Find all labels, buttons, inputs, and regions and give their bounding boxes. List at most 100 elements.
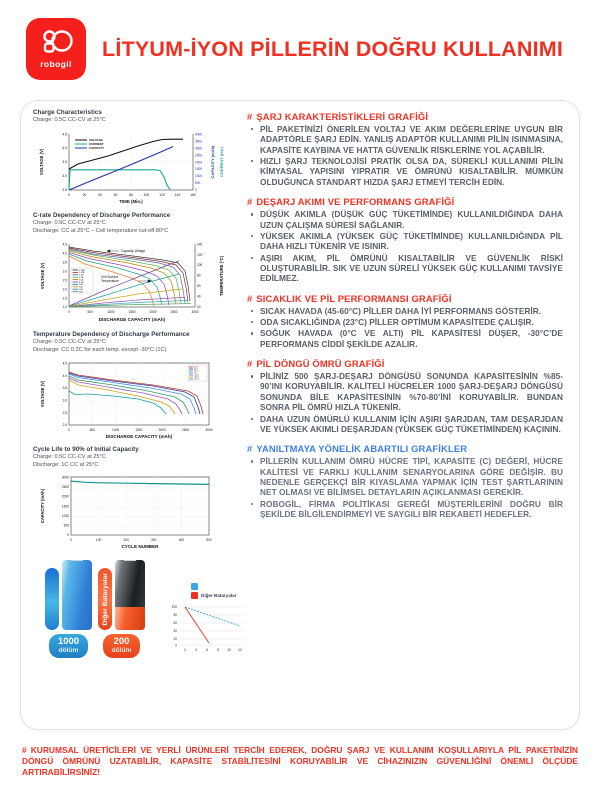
list-item: ROBOGİL, FİRMA POLİTİKASI GEREĞİ MÜŞTERİ…	[249, 499, 563, 520]
svg-text:1500: 1500	[135, 428, 142, 432]
list-item: AŞIRI AKIM, PİL ÖMRÜNÜ KISALTABİLİR VE G…	[249, 253, 563, 284]
svg-text:3.0: 3.0	[62, 174, 67, 178]
svg-text:8.7A: 8.7A	[79, 281, 84, 284]
svg-text:VOLTAGE: VOLTAGE	[89, 138, 103, 142]
svg-text:10: 10	[227, 648, 231, 652]
list-item: HIZLI ŞARJ TEKNOLOJİSİ PRATİK OLSA DA, S…	[249, 156, 563, 187]
svg-text:2: 2	[184, 648, 186, 652]
svg-text:140: 140	[175, 193, 181, 197]
section-heading-text: YANILTMAYA YÖNELİK ABARTILI GRAFİKLER	[256, 443, 468, 455]
svg-text:500: 500	[206, 538, 212, 542]
section-bullet-list: PİLLERİN KULLANIM ÖMRÜ HÜCRE TİPİ, KAPAS…	[249, 456, 563, 519]
section-hash: #	[247, 111, 253, 122]
cycle-count-value: 200	[113, 636, 130, 648]
svg-text:60: 60	[197, 284, 201, 288]
battery-robogil: 1000 dölüm	[45, 560, 92, 658]
svg-text:TEMPERATURE (°C): TEMPERATURE (°C)	[219, 255, 224, 296]
charts-column: Charge Characteristics Charge: 0.5C CC-C…	[21, 101, 245, 729]
svg-text:CAPACITY: CAPACITY	[89, 146, 104, 150]
section-heading: # DEŞARJ AKIMI VE PERFORMANS GRAFİĞİ	[247, 196, 563, 207]
svg-text:1.5: 1.5	[63, 296, 68, 300]
svg-text:12: 12	[238, 648, 242, 652]
svg-text:VOLTAGE (V): VOLTAGE (V)	[40, 262, 45, 289]
svg-text:3.5A: 3.5A	[79, 276, 84, 279]
battery-blue-cell-icon	[62, 560, 92, 631]
robogil-logo: robogil	[26, 18, 86, 80]
svg-text:0: 0	[195, 188, 197, 192]
chart-subtitle: Charge: 0.5C CC-CV at 25°C	[33, 454, 106, 461]
svg-text:1000: 1000	[112, 428, 119, 432]
list-item: SICAK HAVADA (45-60°C) PİLLER DAHA İYİ P…	[249, 306, 563, 316]
chart-plot-area: 3000 2500 2000 1500 1000 500 0 0 100 200 300 40…	[33, 472, 233, 550]
svg-text:2.0: 2.0	[63, 423, 68, 427]
svg-text:5.0A: 5.0A	[79, 278, 84, 281]
svg-text:4.5: 4.5	[62, 133, 67, 137]
legend-swatch-red-icon	[191, 591, 198, 599]
battery-dark-cell-icon	[115, 560, 145, 631]
chart-cycle-life: Cycle Life to 90% of Initial Capacity Ch…	[33, 446, 233, 551]
cycle-count-unit: dölüm	[58, 646, 79, 654]
svg-text:160: 160	[190, 193, 196, 197]
svg-text:DISCHARGE CAPACITY (mAh): DISCHARGE CAPACITY (mAh)	[99, 317, 166, 322]
chart-subtitle-2: Discharge: CC at 25°C – Cell temperature…	[33, 228, 169, 235]
svg-text:CURRENT: CURRENT	[89, 142, 104, 146]
battery-others-tag: 200 dölüm	[102, 634, 141, 658]
svg-text:0: 0	[70, 538, 72, 542]
battery-comparison-graphic: 1000 dölüm Diğer Bataryalar 200	[33, 556, 245, 658]
svg-text:0.28A: 0.28A	[79, 269, 85, 272]
svg-text:120: 120	[197, 253, 203, 257]
svg-text:2.5: 2.5	[63, 411, 68, 415]
legend-swatch-blue-icon	[191, 582, 198, 590]
svg-text:60: 60	[173, 621, 177, 625]
svg-text:3000: 3000	[205, 428, 212, 432]
svg-text:80: 80	[197, 273, 201, 277]
svg-text:3000: 3000	[195, 147, 202, 151]
section-sarj-karakteristikleri: # ŞARJ KARAKTERİSTİKLERİ GRAFİĞİ PİL PAKE…	[247, 111, 563, 187]
svg-text:VOLTAGE (V): VOLTAGE (V)	[39, 148, 44, 175]
svg-text:CURRENT (mA): CURRENT (mA)	[219, 147, 224, 177]
section-heading-text: PİL DÖNGÜ ÖMRÜ GRAFİĞİ	[256, 358, 385, 370]
legend-item-robogil	[191, 582, 249, 590]
chart-subtitle: Charge: 0.5C CC-CV at 25°C	[33, 339, 106, 346]
footer-callout: # KURUMSAL ÜRETİCİLERİ VE YERLİ ÜRÜNLERİ …	[22, 745, 578, 778]
section-pil-dongu-omru: # PİL DÖNGÜ ÖMRÜ GRAFİĞİ PİLİNİZ 500 ŞARJ…	[247, 358, 563, 434]
svg-text:0: 0	[68, 193, 70, 197]
svg-text:0: 0	[68, 428, 70, 432]
svg-text:CAPACITY (mAh): CAPACITY (mAh)	[40, 489, 45, 524]
legend-item-others: Diğer Bataryalar	[191, 591, 249, 599]
svg-text:4: 4	[195, 648, 197, 652]
battery-others-cells: Diğer Bataryalar	[98, 560, 145, 631]
page-header: robogil LİTYUM-İYON PİLLERİN DOĞRU KULLA…	[0, 0, 600, 86]
section-bullet-list: PİLİNİZ 500 ŞARJ-DEŞARJ DÖNGÜSÜ SONUNDA …	[249, 371, 563, 434]
svg-text:400: 400	[179, 538, 185, 542]
list-item: DÜŞÜK AKIMLA (DÜŞÜK GÜÇ TÜKETİMİNDE) KUL…	[249, 209, 563, 230]
svg-text:3.0: 3.0	[63, 398, 68, 402]
chart-plot-area: 2.5 3.0 3.5 4.0 4.5 0 20 40 60 80 100 120 140 16…	[33, 128, 233, 206]
svg-text:VOLTAGE (V): VOLTAGE (V)	[40, 380, 45, 407]
chart-subtitle-2: Discharge: 1C CC at 25°C	[33, 461, 99, 468]
section-hash: #	[247, 196, 253, 208]
svg-text:140: 140	[197, 242, 203, 246]
svg-text:3500: 3500	[195, 140, 202, 144]
footer-text: KURUMSAL ÜRETİCİLERİ VE YERLİ ÜRÜNLERİ T…	[22, 745, 578, 778]
list-item: DAHA UZUN ÖMÜRLÜ KULLANIM İÇİN AŞIRI ŞAR…	[249, 414, 563, 435]
chart-subtitle: Charge: 0.5C CC-CV at 25°C	[33, 117, 106, 124]
mini-comparison-chart: Diğer Bataryalar 100 80 60 40 20 0	[163, 582, 249, 658]
svg-text:1.4TA: 1.4TA	[79, 271, 85, 274]
svg-text:CAPACITY (mAh): CAPACITY (mAh)	[210, 145, 215, 178]
svg-text:4.0: 4.0	[63, 373, 68, 377]
svg-text:500: 500	[64, 524, 70, 528]
svg-text:300: 300	[151, 538, 157, 542]
svg-text:0°C: 0°C	[194, 372, 198, 374]
svg-text:CYCLE NUMBER: CYCLE NUMBER	[121, 544, 159, 549]
svg-text:-20°C: -20°C	[194, 376, 200, 378]
svg-text:0: 0	[68, 310, 70, 314]
chart-title: Cycle Life to 90% of Initial Capacity	[33, 445, 139, 453]
svg-text:500: 500	[195, 181, 201, 185]
svg-text:6: 6	[206, 648, 208, 652]
legend-label-others: Diğer Bataryalar	[201, 592, 237, 598]
page-title: LİTYUM-İYON PİLLERİN DOĞRU KULLANIMI	[102, 36, 564, 61]
svg-text:0: 0	[67, 533, 69, 537]
mini-chart-plot: 100 80 60 40 20 0 2 4 6 8 10 12	[172, 605, 245, 652]
